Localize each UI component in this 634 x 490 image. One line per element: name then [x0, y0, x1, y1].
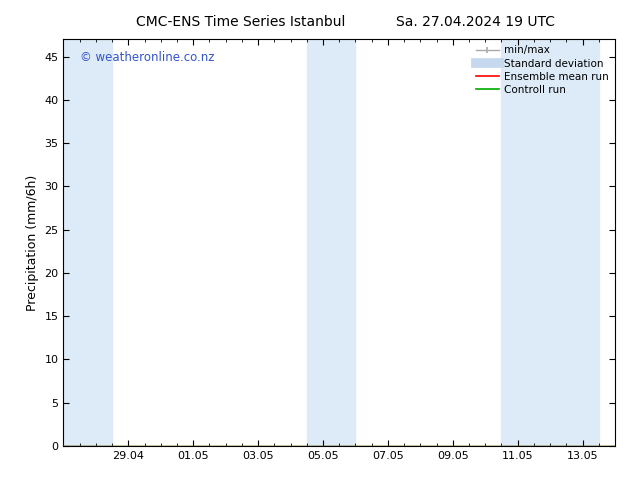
Text: Sa. 27.04.2024 19 UTC: Sa. 27.04.2024 19 UTC	[396, 15, 555, 29]
Bar	[307, 39, 356, 446]
Bar	[501, 39, 598, 446]
Bar	[63, 39, 112, 446]
Text: CMC-ENS Time Series Istanbul: CMC-ENS Time Series Istanbul	[136, 15, 346, 29]
Legend: min/max, Standard deviation, Ensemble mean run, Controll run: min/max, Standard deviation, Ensemble me…	[472, 41, 613, 99]
Y-axis label: Precipitation (mm/6h): Precipitation (mm/6h)	[26, 174, 39, 311]
Text: © weatheronline.co.nz: © weatheronline.co.nz	[80, 51, 214, 64]
